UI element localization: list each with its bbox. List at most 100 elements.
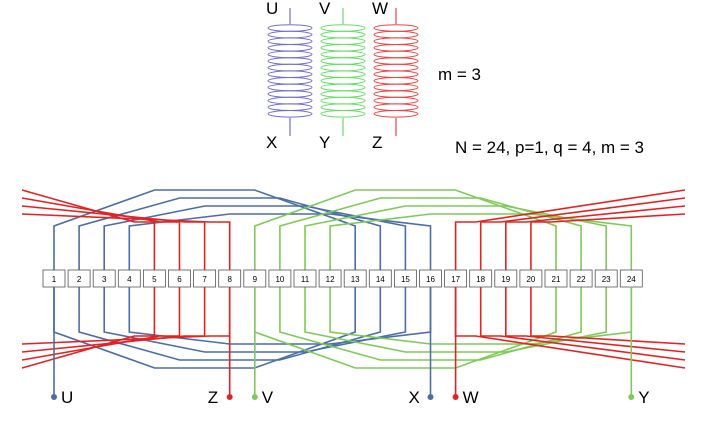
coil-turn bbox=[321, 97, 365, 104]
slot-19: 19 bbox=[495, 270, 517, 287]
slot-number: 4 bbox=[127, 275, 132, 284]
slot-5: 5 bbox=[143, 270, 165, 287]
coil-turn bbox=[321, 64, 365, 71]
slot-number: 10 bbox=[275, 275, 284, 284]
coil-turn bbox=[268, 97, 312, 104]
coil-end-label: X bbox=[266, 133, 277, 152]
slot-16: 16 bbox=[420, 270, 442, 287]
slot-strip: 1 2 3 4 5 6 7 8 9 10 11 12 13 14 15 16 17 18 19 20 21 22 23 24 bbox=[43, 270, 642, 287]
coil-start-label: V bbox=[319, 0, 331, 18]
coil-turn bbox=[321, 78, 365, 85]
terminal-z: Z bbox=[208, 287, 233, 407]
slot-number: 9 bbox=[253, 275, 258, 284]
slot-21: 21 bbox=[545, 270, 567, 287]
slot-20: 20 bbox=[520, 270, 542, 287]
coil-turn bbox=[374, 104, 418, 111]
slot-7: 7 bbox=[194, 270, 216, 287]
slot-number: 22 bbox=[577, 275, 586, 284]
coil-turn bbox=[268, 84, 312, 91]
terminal-v: V bbox=[252, 287, 274, 407]
coil-turn bbox=[268, 104, 312, 111]
coil-w: WZ bbox=[372, 0, 418, 152]
coil-turn bbox=[374, 31, 418, 38]
terminal-dot bbox=[227, 394, 233, 400]
coil-turn bbox=[374, 84, 418, 91]
slot-2: 2 bbox=[68, 270, 90, 287]
slot-24: 24 bbox=[620, 270, 642, 287]
slot-number: 16 bbox=[426, 275, 435, 284]
coil-turn bbox=[268, 71, 312, 78]
terminal-dot bbox=[628, 394, 634, 400]
slot-number: 19 bbox=[501, 275, 510, 284]
slot-number: 20 bbox=[526, 275, 535, 284]
coil-turn bbox=[321, 51, 365, 58]
slot-23: 23 bbox=[595, 270, 617, 287]
slot-10: 10 bbox=[269, 270, 291, 287]
slot-number: 23 bbox=[602, 275, 611, 284]
terminal-dot bbox=[453, 394, 459, 400]
coil-turn bbox=[321, 91, 365, 98]
coil-v: VY bbox=[319, 0, 365, 152]
slot-number: 5 bbox=[152, 275, 157, 284]
coil-turn bbox=[374, 111, 418, 118]
slot-1: 1 bbox=[43, 270, 65, 287]
coil-turn bbox=[268, 111, 312, 118]
coil-turn bbox=[374, 38, 418, 45]
slot-number: 21 bbox=[552, 275, 561, 284]
slot-number: 18 bbox=[476, 275, 485, 284]
coil-turn bbox=[374, 58, 418, 65]
coil-turn bbox=[268, 45, 312, 52]
terminal-label: Y bbox=[638, 388, 649, 407]
slot-4: 4 bbox=[118, 270, 140, 287]
slot-number: 14 bbox=[376, 275, 385, 284]
slot-number: 15 bbox=[401, 275, 410, 284]
coil-turn bbox=[374, 25, 418, 32]
coil-turn bbox=[321, 38, 365, 45]
slot-number: 12 bbox=[326, 275, 335, 284]
coil-start-label: W bbox=[372, 0, 388, 18]
slot-3: 3 bbox=[93, 270, 115, 287]
coil-turn bbox=[374, 45, 418, 52]
slot-number: 1 bbox=[52, 275, 57, 284]
terminal-label: V bbox=[262, 388, 274, 407]
coil-turn bbox=[321, 84, 365, 91]
slot-14: 14 bbox=[369, 270, 391, 287]
slot-18: 18 bbox=[470, 270, 492, 287]
terminal-label: X bbox=[409, 388, 420, 407]
slot-11: 11 bbox=[294, 270, 316, 287]
coil-turn bbox=[321, 25, 365, 32]
coil-turn bbox=[268, 25, 312, 32]
slot-22: 22 bbox=[570, 270, 592, 287]
slot-number: 6 bbox=[177, 275, 182, 284]
coil-turn bbox=[374, 51, 418, 58]
coil-turn bbox=[268, 91, 312, 98]
terminal-label: U bbox=[61, 388, 73, 407]
coil-turn bbox=[321, 31, 365, 38]
slot-number: 11 bbox=[301, 275, 310, 284]
coil-turn bbox=[268, 58, 312, 65]
slot-9: 9 bbox=[244, 270, 266, 287]
slot-number: 24 bbox=[627, 275, 636, 284]
slot-number: 2 bbox=[77, 275, 82, 284]
terminal-dot bbox=[428, 394, 434, 400]
coil-turn bbox=[268, 38, 312, 45]
coil-turn bbox=[268, 64, 312, 71]
coil-turn bbox=[268, 31, 312, 38]
coil-turn bbox=[321, 104, 365, 111]
coil-turn bbox=[374, 64, 418, 71]
slot-number: 13 bbox=[351, 275, 360, 284]
coil-turn bbox=[268, 78, 312, 85]
terminal-w: W bbox=[453, 287, 479, 407]
terminal-dot bbox=[51, 394, 57, 400]
coil-turn bbox=[374, 97, 418, 104]
slot-number: 3 bbox=[102, 275, 107, 284]
slot-13: 13 bbox=[344, 270, 366, 287]
coil-u: UX bbox=[266, 0, 312, 152]
terminal-x: X bbox=[409, 287, 434, 407]
slot-number: 17 bbox=[451, 275, 460, 284]
slot-15: 15 bbox=[394, 270, 416, 287]
